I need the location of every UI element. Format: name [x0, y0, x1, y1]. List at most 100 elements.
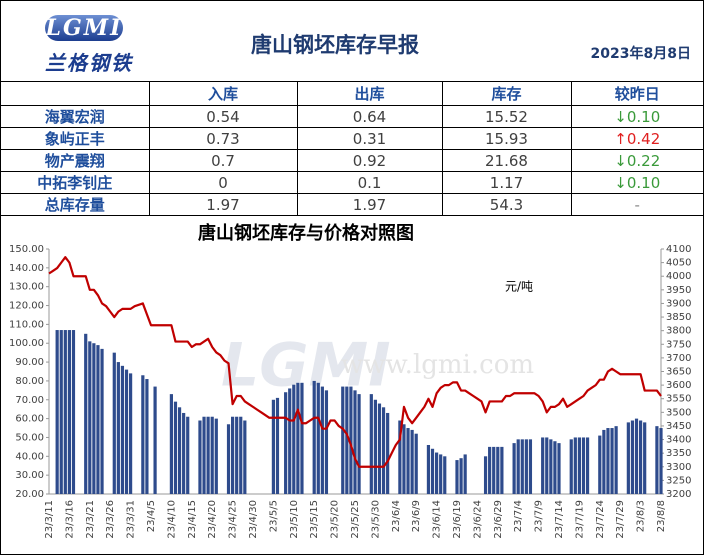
bar: [357, 394, 361, 494]
bar: [373, 399, 377, 494]
bar: [549, 439, 553, 494]
bar: [153, 386, 157, 494]
bar: [606, 428, 610, 494]
bar: [463, 454, 467, 494]
x-tick-label: 23/7/9: [534, 500, 545, 532]
column-header: 入库: [148, 81, 298, 106]
bar: [288, 388, 292, 494]
cell: 0.7: [148, 149, 298, 172]
chart-title: 唐山钢坯库存与价格对照图: [198, 222, 414, 244]
bar: [235, 416, 239, 494]
row-name: 总库存量: [1, 193, 150, 216]
bar: [243, 420, 247, 494]
bar: [182, 412, 186, 494]
cell: 15.93: [441, 127, 572, 150]
y-tick-label: 110.00: [9, 319, 44, 330]
y2-tick-label: 4100: [666, 244, 691, 255]
bar: [402, 424, 406, 494]
x-tick-label: 23/6/9: [411, 500, 422, 532]
y-tick-label: 70.00: [15, 395, 44, 406]
y2-tick-label: 3250: [666, 475, 691, 486]
row: 中拓李钊庄 0 0.1 1.17 ↓0.10: [1, 171, 703, 194]
bar: [516, 439, 520, 494]
bar: [455, 460, 459, 494]
cell: 1.17: [441, 171, 572, 194]
row: 海翼宏润 0.54 0.64 15.52 ↓0.10: [1, 105, 703, 128]
y2-tick-label: 3850: [666, 312, 691, 323]
y2-tick-label: 3600: [666, 380, 691, 391]
bar: [639, 420, 643, 494]
change-cell: ↓0.10: [570, 105, 703, 128]
bar: [426, 445, 431, 494]
bar: [300, 382, 304, 494]
bar: [443, 456, 447, 494]
bar: [84, 333, 88, 494]
y-tick-label: 150.00: [9, 244, 44, 255]
bar: [614, 426, 618, 494]
x-tick-label: 23/4/15: [187, 500, 198, 539]
bar: [377, 403, 382, 494]
x-tick-label: 23/7/14: [554, 500, 565, 539]
y2-tick-label: 3300: [666, 462, 691, 473]
cell: 1.97: [148, 193, 298, 216]
y2-tick-label: 3750: [666, 339, 691, 350]
y-tick-label: 120.00: [9, 301, 44, 312]
bar: [545, 437, 549, 494]
y2-tick-label: 3400: [666, 435, 691, 446]
x-tick-label: 23/3/31: [126, 500, 137, 539]
bar: [173, 401, 178, 494]
bar: [231, 416, 235, 494]
bar: [643, 422, 647, 494]
bar: [345, 386, 349, 494]
bar: [59, 330, 63, 494]
x-tick-label: 23/6/14: [432, 500, 443, 539]
x-tick-label: 23/4/5: [146, 500, 157, 532]
y2-tick-label: 3650: [666, 367, 691, 378]
bar: [410, 429, 414, 494]
bar: [71, 330, 76, 494]
bar: [483, 456, 488, 494]
bar: [492, 446, 496, 494]
y-tick-label: 40.00: [15, 451, 44, 462]
y2-tick-label: 3550: [666, 394, 691, 405]
bar: [198, 420, 202, 494]
y2-tick-label: 3700: [666, 353, 691, 364]
bar: [430, 448, 435, 494]
row: 象屿正丰 0.73 0.31 15.93 ↑0.42: [1, 127, 703, 150]
bar: [96, 345, 100, 494]
cell: 0.92: [296, 149, 443, 172]
x-tick-label: 23/4/30: [248, 500, 259, 539]
y2-tick-label: 3350: [666, 448, 691, 459]
bar: [292, 384, 296, 494]
watermark: www.lgmi.com: [341, 350, 534, 380]
x-tick-label: 23/6/4: [391, 500, 402, 532]
x-tick-label: 23/4/20: [207, 500, 218, 539]
bar: [524, 439, 528, 494]
x-tick-label: 23/8/8: [656, 500, 667, 532]
brand: 兰格钢铁: [45, 51, 133, 75]
cell: 15.52: [441, 105, 572, 128]
bar: [459, 458, 463, 494]
bar: [92, 343, 96, 494]
bar: [312, 380, 316, 494]
x-tick-label: 23/4/10: [166, 500, 177, 539]
bar: [439, 454, 443, 494]
x-tick-label: 23/4/25: [228, 500, 239, 539]
row-name: 中拓李钊庄: [1, 171, 150, 194]
bar: [541, 437, 545, 494]
bar: [381, 407, 386, 494]
bar: [186, 416, 190, 494]
bar: [398, 420, 402, 494]
cell: 54.3: [441, 193, 572, 216]
bar: [177, 407, 182, 494]
bar: [598, 435, 602, 494]
bar: [369, 394, 373, 494]
x-tick-label: 23/8/3: [636, 500, 647, 532]
bar: [655, 426, 659, 494]
logo: LGMI: [45, 15, 123, 41]
bar: [353, 390, 357, 494]
cell: 1.97: [296, 193, 443, 216]
row-name: 象屿正丰: [1, 127, 150, 150]
x-tick-label: 23/6/24: [472, 500, 483, 539]
bar: [63, 330, 67, 494]
